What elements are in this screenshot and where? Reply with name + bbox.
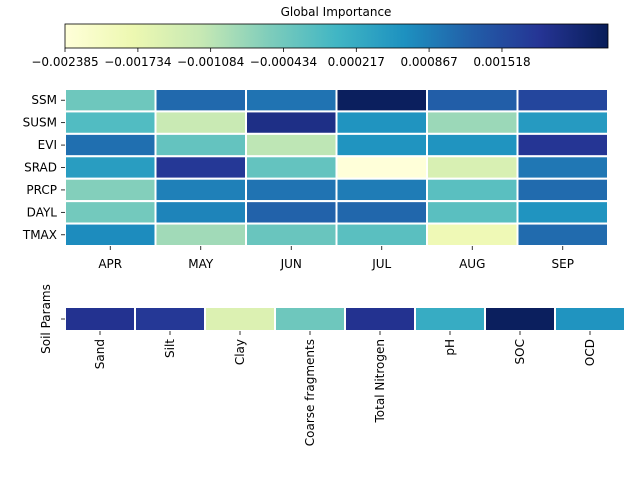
heatmap-cell [516,222,609,247]
soil-column-label: Sand [93,339,107,369]
heatmap-cell [64,222,157,247]
column-label: SEP [552,257,574,271]
soil-params-ylabel: Soil Params [39,284,53,354]
heatmap-cell [426,177,519,203]
soil-heatmap-cell [204,306,276,332]
colorbar-ticks: −0.002385 −0.001734 −0.001084 −0.000434 0.00… [31,48,531,69]
heatmap-cell [516,155,609,180]
colorbar-tick-label: −0.001084 [177,55,244,69]
chart-title: Global Importance [281,5,392,19]
heatmap-cell [245,155,338,180]
heatmap-cell [64,110,157,135]
row-label: PRCP [26,183,57,197]
heatmap-cell [154,88,247,113]
soil-heatmap-cell [484,306,556,332]
heatmap-cell [154,155,247,180]
heatmap-cell [154,200,247,225]
column-label: JUN [280,257,302,271]
heatmap-cell [335,177,428,203]
heatmap-cell [245,200,338,225]
heatmap-cell [335,110,428,135]
soil-column-label: Clay [233,339,247,365]
heatmap-cell [516,200,609,225]
heatmap-cell [64,155,157,180]
heatmap-cell [64,200,157,225]
colorbar-tick-label: −0.000434 [250,55,317,69]
row-label: TMAX [22,228,57,242]
heatmap-cell [154,110,247,135]
heatmap-cell [426,200,519,225]
column-label: MAY [188,257,214,271]
heatmap-cell [516,132,609,158]
heatmap-cell [426,110,519,135]
colorbar-tick-label: 0.000867 [400,55,457,69]
heatmap-cell [154,177,247,203]
soil-heatmap-cell [554,306,626,332]
column-label: JUL [371,257,391,271]
heatmap-cell [154,222,247,247]
row-label: SRAD [24,161,57,175]
soil-heatmap-cell [64,306,136,332]
row-label: SSM [31,93,57,107]
heatmap-cell [516,88,609,113]
colorbar-gradient [64,23,609,49]
heatmap-cell [335,222,428,247]
row-label: EVI [38,138,57,152]
heatmap-cell [64,177,157,203]
soil-params-heatmap: Sand Silt Clay Coarse fragments Total Nitrog… [61,306,626,446]
soil-heatmap-cell [134,306,206,332]
heatmap-cell [516,177,609,203]
row-label: DAYL [27,205,58,219]
colorbar: −0.002385 −0.001734 −0.001084 −0.000434 0.00… [31,23,609,69]
soil-column-label: OCD [583,339,597,366]
heatmap-cell [335,132,428,158]
heatmap-cell [335,200,428,225]
heatmap-cell [245,110,338,135]
column-label: APR [98,257,122,271]
colorbar-tick-label: 0.001518 [473,55,530,69]
heatmap-cell [245,222,338,247]
colorbar-tick-label: 0.000217 [328,55,385,69]
heatmap-cell [64,88,157,113]
soil-column-label: Total Nitrogen [373,339,387,423]
heatmap-cell [335,155,428,180]
soil-column-label: Coarse fragments [303,339,317,446]
heatmap-cell [64,132,157,158]
soil-column-label: Silt [163,339,177,358]
monthly-heatmap: SSM SUSM EVI SRAD PRCP DAYL TMAX APR MAY JUN JUL AU… [22,88,609,271]
heatmap-cell [245,132,338,158]
heatmap-cell [426,132,519,158]
heatmap-cell [426,88,519,113]
soil-heatmap-cell [274,306,346,332]
heatmap-cell [245,88,338,113]
heatmap-cell [426,155,519,180]
heatmap-cell [245,177,338,203]
soil-column-label: SOC [513,339,527,364]
heatmap-cell [516,110,609,135]
colorbar-tick-label: −0.002385 [31,55,98,69]
soil-heatmap-cell [344,306,416,332]
row-label: SUSM [23,116,57,130]
heatmap-cell [154,132,247,158]
heatmap-cell [426,222,519,247]
soil-heatmap-cell [414,306,486,332]
heatmap-cell [335,88,428,113]
column-label: AUG [459,257,485,271]
soil-column-label: pH [443,339,457,356]
colorbar-tick-label: −0.001734 [104,55,171,69]
